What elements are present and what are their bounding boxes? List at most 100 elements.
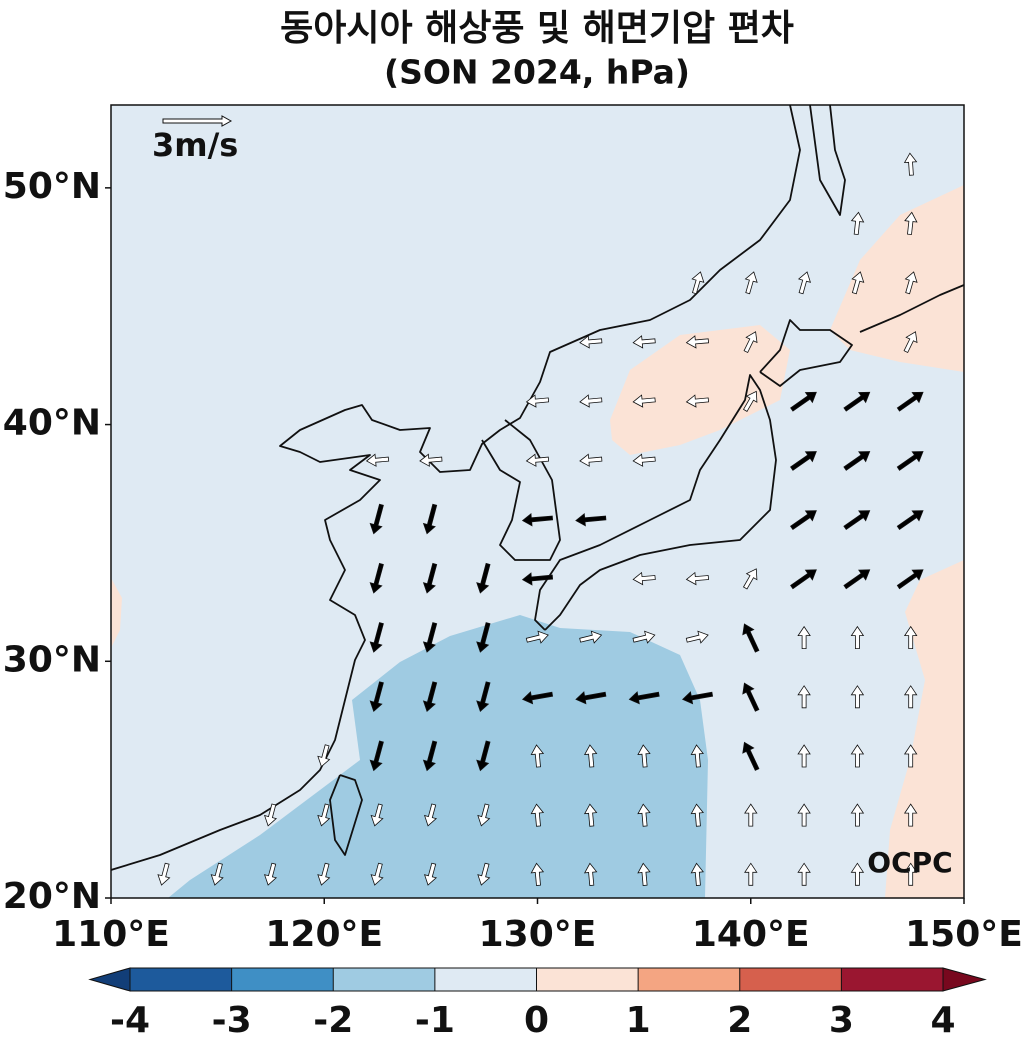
wind-arrow <box>637 744 651 768</box>
wind-arrow <box>743 331 758 354</box>
wind-arrow <box>317 862 331 886</box>
y-tick-label: 30°N <box>3 639 101 680</box>
wind-arrow <box>903 862 918 886</box>
wind-arrow <box>369 503 384 535</box>
colorbar-segment <box>536 968 639 991</box>
wind-arrow <box>691 271 705 295</box>
wind-arrow <box>896 451 924 471</box>
reference-label: 3m/s <box>152 126 238 164</box>
wind-arrow <box>850 803 865 827</box>
wind-arrow <box>744 271 758 295</box>
wind-arrow <box>685 571 710 586</box>
colorbar-segment <box>434 968 537 991</box>
wind-arrow <box>521 572 554 586</box>
wind-arrow <box>681 691 714 705</box>
colorbar-segment <box>231 968 334 991</box>
wind-arrow <box>637 803 651 827</box>
colorbar-segment <box>638 968 740 991</box>
x-tick-label: 150°E <box>905 914 1023 955</box>
wind-arrow <box>742 568 758 590</box>
wind-arrow <box>742 623 760 653</box>
wind-arrow <box>744 803 758 827</box>
wind-arrow <box>790 451 817 471</box>
wind-arrow <box>477 862 491 886</box>
wind-arrow <box>850 685 865 709</box>
map-area <box>111 105 964 898</box>
wind-arrow <box>369 562 384 594</box>
wind-arrow <box>790 391 817 412</box>
wind-arrow <box>904 211 918 235</box>
wind-arrow <box>843 451 871 471</box>
x-tick-label: 140°E <box>692 914 810 955</box>
wind-arrow <box>583 803 598 827</box>
wind-arrow <box>903 685 918 709</box>
wind-arrow <box>583 744 598 768</box>
wind-arrow <box>850 625 865 649</box>
wind-arrow <box>530 862 545 886</box>
colorbar-tick-label: 4 <box>930 1000 955 1041</box>
wind-arrow <box>742 390 758 412</box>
wind-arrow <box>790 569 817 590</box>
wind-arrow <box>530 744 545 768</box>
wind-arrow <box>851 271 865 295</box>
subtitle: (SON 2024, hPa) <box>384 53 690 92</box>
wind-arrow <box>903 744 918 768</box>
logo: OCPC <box>867 846 952 879</box>
wind-arrow <box>903 803 918 827</box>
wind-arrow <box>632 571 656 586</box>
wind-arrow <box>896 510 924 531</box>
wind-arrow <box>525 453 550 467</box>
colorbar-tick-label: 1 <box>626 1000 651 1041</box>
wind-arrow <box>317 744 331 768</box>
wind-arrow <box>797 803 811 827</box>
colorbar-segment <box>841 968 943 991</box>
wind-arrow <box>525 394 550 408</box>
wind-arrow <box>419 453 443 467</box>
wind-arrow <box>521 513 554 527</box>
wind-arrow <box>685 335 710 349</box>
colorbar-under <box>88 967 131 992</box>
colorbar-segment <box>333 968 435 991</box>
wind-arrow <box>896 569 924 590</box>
wind-arrow <box>476 562 491 594</box>
wind-arrow <box>575 691 607 705</box>
coastlines <box>111 105 964 871</box>
wind-arrow <box>365 453 390 467</box>
wind-arrow <box>423 862 438 886</box>
wind-arrow <box>850 744 865 768</box>
wind-arrow <box>632 394 656 408</box>
wind-arrow <box>422 562 438 594</box>
y-tick-label: 40°N <box>3 403 101 444</box>
wind-arrow <box>850 862 865 886</box>
wind-arrow <box>690 862 704 886</box>
wind-arrow <box>263 862 278 886</box>
wind-arrow <box>579 630 603 644</box>
wind-arrow <box>797 271 812 295</box>
wind-arrow <box>632 335 656 349</box>
wind-vectors <box>157 152 924 886</box>
colorbar-tick-label: 0 <box>524 1000 549 1041</box>
title: 동아시아 해상풍 및 해면기압 편차 <box>280 8 794 49</box>
x-tick-label: 110°E <box>52 914 170 955</box>
wind-arrow <box>843 391 871 412</box>
wind-arrow <box>423 803 438 827</box>
wind-arrow <box>369 740 384 772</box>
wind-arrow <box>843 569 871 590</box>
y-tick-label: 50°N <box>3 166 101 207</box>
wind-arrow <box>797 685 811 709</box>
wind-arrow <box>579 394 603 408</box>
wind-arrow <box>369 681 384 712</box>
wind-arrow <box>476 740 491 772</box>
wind-arrow <box>157 862 171 886</box>
wind-arrow <box>690 744 704 768</box>
wind-arrow <box>797 625 811 649</box>
wind-arrow <box>575 513 607 527</box>
wind-arrow <box>637 862 651 886</box>
wind-arrow <box>843 510 871 531</box>
wind-arrow <box>628 691 660 705</box>
colorbar-segment <box>130 968 232 991</box>
wind-arrow <box>422 681 438 712</box>
colorbar-tick-label: -1 <box>415 1000 455 1041</box>
wind-arrow <box>904 271 918 295</box>
